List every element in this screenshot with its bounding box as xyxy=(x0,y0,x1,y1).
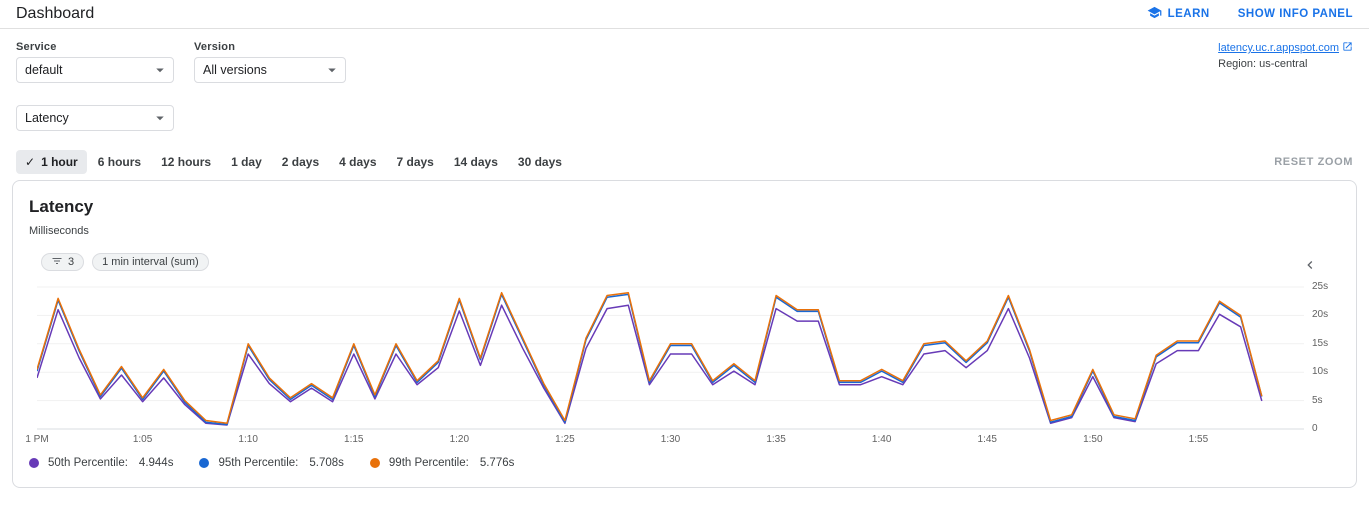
time-range-14-days[interactable]: 14 days xyxy=(445,150,507,174)
x-tick-label: 1:15 xyxy=(344,434,364,445)
legend-label: 95th Percentile: xyxy=(218,457,299,469)
learn-icon xyxy=(1147,5,1162,23)
show-info-panel-button[interactable]: SHOW INFO PANEL xyxy=(1238,8,1353,20)
x-axis: 1 PM 1:05 1:10 1:15 1:20 1:25 1:30 1:35 1:40 1:45… xyxy=(25,434,1304,448)
interval-chip-label: 1 min interval (sum) xyxy=(102,256,199,268)
chart-card: Latency Milliseconds 3 1 min interval (s… xyxy=(12,180,1357,488)
metric-row: Latency xyxy=(0,105,1369,131)
time-range-1-hour[interactable]: ✓ 1 hour xyxy=(16,150,87,174)
y-tick-label: 0 xyxy=(1312,423,1318,434)
legend-item-95th[interactable]: 95th Percentile: 5.708s xyxy=(199,457,344,469)
filter-chip-count: 3 xyxy=(68,256,75,268)
legend-value: 5.776s xyxy=(479,457,515,469)
time-range-6-hours[interactable]: 6 hours xyxy=(89,150,150,174)
time-range-list: ✓ 1 hour 6 hours 12 hours 1 day 2 days 4 days 7… xyxy=(16,150,571,174)
series-50th-percentile xyxy=(37,304,1263,426)
y-tick-label: 5s xyxy=(1312,394,1323,406)
legend-value: 4.944s xyxy=(138,457,174,469)
interval-chip[interactable]: 1 min interval (sum) xyxy=(92,253,209,271)
learn-button[interactable]: LEARN xyxy=(1147,5,1210,23)
service-label: Service xyxy=(16,41,57,53)
x-tick-label: 1:30 xyxy=(660,434,681,445)
legend-dot xyxy=(29,458,39,468)
metric-value: Latency xyxy=(25,111,69,125)
reset-zoom-button[interactable]: RESET ZOOM xyxy=(1274,156,1353,168)
time-range-4-days[interactable]: 4 days xyxy=(330,150,385,174)
filter-icon xyxy=(51,255,63,270)
legend-dot xyxy=(199,458,210,468)
y-tick-label: 20s xyxy=(1312,309,1329,321)
chart-unit-label: Milliseconds xyxy=(29,225,89,237)
show-info-panel-label: SHOW INFO PANEL xyxy=(1237,8,1353,20)
chevron-down-icon xyxy=(323,61,341,79)
series-99th-percentile xyxy=(37,291,1263,425)
service-field: Service default xyxy=(16,41,174,83)
legend-dot xyxy=(369,458,380,468)
legend-label: 99th Percentile: xyxy=(388,457,469,469)
x-tick-label: 1:10 xyxy=(238,434,258,445)
y-tick-label: 10s xyxy=(1312,366,1329,378)
version-select[interactable]: All versions xyxy=(194,57,346,83)
external-link-icon xyxy=(1342,41,1353,55)
latency-chart-svg[interactable] xyxy=(37,285,1304,431)
plot-row: 0 5s 10s 15s 20s 25s xyxy=(37,281,1340,434)
chevron-left-icon[interactable] xyxy=(1302,257,1318,273)
learn-label: LEARN xyxy=(1167,8,1210,20)
version-field: Version All versions xyxy=(194,41,346,83)
x-tick-label: 1:05 xyxy=(132,434,153,445)
time-range-bar: ✓ 1 hour 6 hours 12 hours 1 day 2 days 4 days 7… xyxy=(0,149,1369,175)
chart-title: Latency xyxy=(29,197,94,216)
topbar-actions: LEARN SHOW INFO PANEL xyxy=(1147,5,1353,23)
time-range-7-days[interactable]: 7 days xyxy=(388,150,443,174)
time-range-2-days[interactable]: 2 days xyxy=(273,150,328,174)
chart-legend: 50th Percentile: 4.944s 95th Percentile: 5.… xyxy=(29,457,1356,469)
topbar: Dashboard LEARN SHOW INFO PANEL xyxy=(0,0,1369,29)
version-label: Version xyxy=(194,41,236,53)
chart-plot[interactable] xyxy=(37,285,1304,431)
x-tick-label: 1:35 xyxy=(766,434,786,445)
version-value: All versions xyxy=(203,63,267,77)
service-value: default xyxy=(25,63,63,77)
page-title: Dashboard xyxy=(16,5,95,22)
y-tick-label: 15s xyxy=(1312,337,1329,349)
filter-chip[interactable]: 3 xyxy=(41,253,85,271)
filters-row: Service default Version All versions lat… xyxy=(0,29,1369,83)
x-tick-label: 1 PM xyxy=(25,434,49,445)
legend-label: 50th Percentile: xyxy=(48,457,128,469)
time-range-1-day[interactable]: 1 day xyxy=(222,150,271,174)
time-range-12-hours[interactable]: 12 hours xyxy=(152,150,220,174)
service-select[interactable]: default xyxy=(16,57,174,83)
app-url-link[interactable]: latency.uc.r.appspot.com xyxy=(1218,42,1339,54)
x-tick-label: 1:50 xyxy=(1083,434,1103,445)
metric-select[interactable]: Latency xyxy=(16,105,174,131)
y-axis: 0 5s 10s 15s 20s 25s xyxy=(1304,281,1340,434)
time-range-30-days[interactable]: 30 days xyxy=(509,150,571,174)
legend-item-99th[interactable]: 99th Percentile: 5.776s xyxy=(369,457,515,469)
region-label: Region: us-central xyxy=(1218,58,1308,70)
y-tick-label: 25s xyxy=(1312,281,1329,292)
x-tick-label: 1:40 xyxy=(871,434,892,445)
legend-value: 5.708s xyxy=(309,457,344,469)
app-info: latency.uc.r.appspot.com Region: us-cent… xyxy=(1218,41,1353,70)
chevron-down-icon xyxy=(151,61,169,79)
check-icon: ✓ xyxy=(25,155,36,169)
x-tick-label: 1:25 xyxy=(555,434,575,445)
x-tick-label: 1:45 xyxy=(977,434,997,445)
chips-row: 3 1 min interval (sum) xyxy=(41,253,1356,271)
x-tick-label: 1:20 xyxy=(449,434,470,445)
x-tick-label: 1:55 xyxy=(1188,434,1209,445)
legend-item-50th[interactable]: 50th Percentile: 4.944s xyxy=(29,457,173,469)
chevron-down-icon xyxy=(151,109,169,127)
